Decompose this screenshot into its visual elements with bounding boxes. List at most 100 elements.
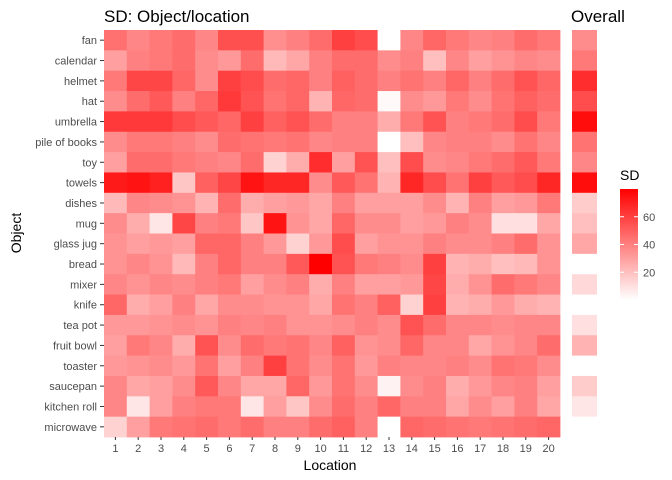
x-tick-label: 5 [204, 443, 210, 455]
heatmap-cell [172, 314, 196, 336]
heatmap-cell [126, 111, 150, 133]
heatmap-cell [172, 152, 196, 173]
heatmap-cell [126, 152, 150, 173]
heatmap-cell [240, 213, 264, 234]
heatmap-cell [309, 111, 333, 133]
heatmap-cell [104, 192, 128, 214]
heatmap-cell [286, 416, 310, 438]
heatmap-cell [446, 91, 470, 112]
heatmap-cell [491, 30, 515, 51]
heatmap-cell [491, 314, 515, 336]
heatmap-cell [195, 152, 219, 173]
heatmap-cell [354, 355, 378, 377]
heatmap-cell [263, 172, 287, 194]
heatmap-cell [149, 253, 173, 275]
heatmap-cell [172, 294, 196, 316]
color-legend: SD 20 40 60 [620, 167, 655, 300]
heatmap-cell [377, 355, 401, 377]
heatmap-cell [423, 70, 447, 92]
heatmap-cell [446, 233, 470, 255]
heatmap-cell [400, 30, 424, 51]
heatmap-cell [126, 233, 150, 255]
heatmap-cell [286, 274, 310, 295]
heatmap-title: SD: Object/location [104, 7, 250, 26]
heatmap-cell [149, 111, 173, 133]
heatmap-cell [195, 111, 219, 133]
y-tick-label: glass jug [54, 239, 97, 251]
heatmap-cell [423, 91, 447, 112]
x-tick-label: 20 [542, 443, 554, 455]
heatmap-cell [400, 375, 424, 397]
heatmap-cell [218, 314, 242, 336]
heatmap-cell [263, 355, 287, 377]
heatmap-cell [423, 192, 447, 214]
heatmap-cell [149, 131, 173, 153]
heatmap-cell [377, 314, 401, 336]
heatmap-cell [446, 375, 470, 397]
heatmap-cell [332, 172, 356, 194]
heatmap-cell [286, 30, 310, 51]
heatmap-cell [468, 70, 492, 92]
heatmap-cell [354, 152, 378, 173]
heatmap-cell [104, 335, 128, 356]
heatmap-cell [377, 416, 401, 438]
heatmap-cell [218, 396, 242, 418]
heatmap-cell [354, 213, 378, 234]
heatmap-cell [446, 416, 470, 438]
heatmap-cell [491, 50, 515, 72]
heatmap-cell [537, 375, 561, 397]
heatmap-cell [286, 294, 310, 316]
heatmap-cell [377, 192, 401, 214]
heatmap-cell [149, 152, 173, 173]
overall-cell [572, 355, 597, 377]
heatmap-cell [354, 131, 378, 153]
heatmap-cell [468, 274, 492, 295]
heatmap-cell [240, 131, 264, 153]
heatmap-cell [491, 213, 515, 234]
heatmap-cell [172, 213, 196, 234]
heatmap-cell [514, 274, 538, 295]
x-tick-label: 17 [474, 443, 486, 455]
heatmap-cell [354, 294, 378, 316]
heatmap-cell [195, 91, 219, 112]
overall-cell [572, 294, 597, 316]
heatmap-cell [468, 396, 492, 418]
heatmap-cell [400, 70, 424, 92]
heatmap-cell [104, 396, 128, 418]
heatmap-cell [195, 355, 219, 377]
heatmap-cell [491, 396, 515, 418]
heatmap-cell [126, 314, 150, 336]
heatmap-cell [332, 30, 356, 51]
heatmap-cell [263, 131, 287, 153]
x-tick-label: 12 [360, 443, 372, 455]
heatmap-cell [514, 30, 538, 51]
heatmap-cell [537, 152, 561, 173]
heatmap-cell [400, 355, 424, 377]
heatmap-cell [263, 152, 287, 173]
heatmap-cell [309, 131, 333, 153]
heatmap-cell [172, 355, 196, 377]
heatmap-cell [514, 355, 538, 377]
heatmap-cell [104, 355, 128, 377]
heatmap-cell [537, 274, 561, 295]
overall-cell [572, 91, 597, 112]
heatmap-cell [537, 30, 561, 51]
heatmap-cell [468, 50, 492, 72]
y-tick-label: helmet [64, 76, 97, 88]
heatmap-cell [377, 274, 401, 295]
heatmap-cell [423, 152, 447, 173]
heatmap-cell [446, 70, 470, 92]
overall-cell [572, 314, 597, 336]
heatmap-cell [240, 30, 264, 51]
heatmap-cell [104, 213, 128, 234]
x-axis-ticks: 1 2 3 4 5 6 7 8 9 10 11 12 13 14 15 16 17 18 19 20 [112, 437, 555, 455]
legend-ticks: 20 40 60 [620, 212, 655, 279]
y-tick-label: microwave [44, 422, 97, 434]
heatmap-cell [172, 335, 196, 356]
heatmap-cell [126, 50, 150, 72]
heatmap-cell [514, 172, 538, 194]
heatmap-cell [172, 111, 196, 133]
heatmap-cell [332, 416, 356, 438]
heatmap-cell [218, 30, 242, 51]
heatmap-cell [286, 375, 310, 397]
